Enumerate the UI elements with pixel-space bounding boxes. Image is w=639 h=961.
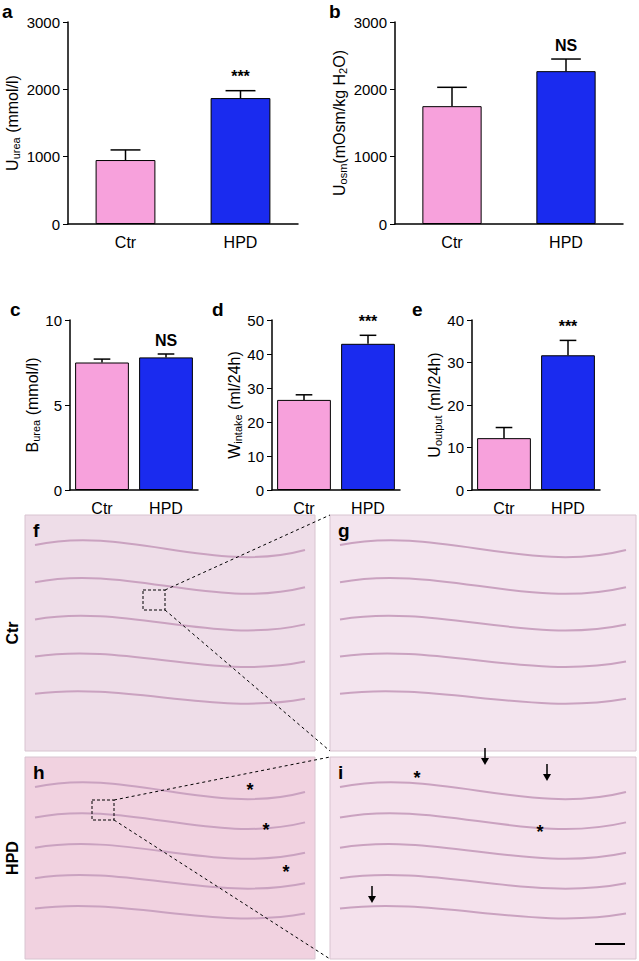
svg-text:g: g	[338, 520, 350, 541]
svg-text:HPD: HPD	[351, 500, 385, 517]
svg-text:d: d	[212, 299, 224, 320]
svg-text:2000: 2000	[27, 81, 60, 98]
svg-text:HPD: HPD	[149, 500, 183, 517]
svg-text:a: a	[2, 1, 13, 22]
svg-text:2000: 2000	[354, 81, 387, 98]
svg-text:(ml/24h): (ml/24h)	[226, 351, 243, 414]
svg-text:5: 5	[54, 397, 62, 414]
svg-text:Ctr: Ctr	[91, 500, 113, 517]
svg-text:0: 0	[379, 216, 387, 233]
svg-text:0: 0	[52, 216, 60, 233]
svg-text:U: U	[4, 159, 21, 171]
svg-text:U: U	[331, 184, 348, 196]
svg-text:b: b	[329, 1, 341, 22]
svg-text:NS: NS	[555, 37, 578, 54]
svg-text:10: 10	[45, 312, 62, 329]
svg-text:0: 0	[54, 482, 62, 499]
svg-text:O): O)	[331, 50, 348, 68]
svg-text:40: 40	[247, 346, 264, 363]
svg-text:40: 40	[447, 312, 464, 329]
svg-text:U: U	[426, 446, 443, 458]
svg-text:osm: osm	[337, 164, 349, 185]
svg-text:1000: 1000	[27, 148, 60, 165]
svg-text:2: 2	[336, 67, 349, 74]
svg-text:(ml/24h): (ml/24h)	[426, 352, 443, 415]
svg-text:h: h	[33, 762, 45, 783]
svg-text:***: ***	[559, 318, 578, 335]
svg-text:Ctr: Ctr	[293, 500, 315, 517]
svg-text:e: e	[412, 299, 423, 320]
svg-text:HPD: HPD	[551, 500, 585, 517]
svg-text:(mOsm/kg H: (mOsm/kg H	[331, 74, 348, 164]
svg-text:*: *	[262, 820, 269, 840]
svg-text:intake: intake	[232, 414, 244, 443]
svg-text:*: *	[536, 822, 543, 842]
svg-text:0: 0	[456, 482, 464, 499]
svg-text:*: *	[413, 768, 420, 788]
svg-text:***: ***	[231, 68, 250, 85]
svg-text:Ctr: Ctr	[115, 234, 137, 251]
svg-text:HPD: HPD	[549, 234, 583, 251]
svg-text:1000: 1000	[354, 148, 387, 165]
svg-text:10: 10	[447, 439, 464, 456]
svg-text:W: W	[226, 443, 243, 459]
svg-text:NS: NS	[155, 332, 178, 349]
svg-text:i: i	[338, 762, 343, 783]
svg-text:50: 50	[247, 312, 264, 329]
svg-text:B: B	[24, 442, 41, 453]
svg-text:***: ***	[359, 313, 378, 330]
svg-text:urea: urea	[10, 136, 22, 159]
svg-text:urea: urea	[30, 419, 42, 442]
svg-text:*: *	[246, 780, 253, 800]
svg-text:HPD: HPD	[4, 841, 21, 875]
svg-text:0: 0	[256, 482, 264, 499]
svg-text:3000: 3000	[354, 14, 387, 31]
svg-text:*: *	[282, 862, 289, 882]
svg-text:c: c	[10, 299, 21, 320]
svg-text:Ctr: Ctr	[441, 234, 463, 251]
svg-text:output: output	[432, 415, 444, 446]
svg-text:20: 20	[447, 397, 464, 414]
svg-text:30: 30	[247, 380, 264, 397]
svg-text:Ctr: Ctr	[4, 621, 21, 644]
svg-text:HPD: HPD	[224, 234, 258, 251]
svg-text:3000: 3000	[27, 14, 60, 31]
svg-text:(mmol/l): (mmol/l)	[24, 358, 41, 420]
svg-text:(mmol/l): (mmol/l)	[4, 75, 21, 137]
svg-text:20: 20	[247, 414, 264, 431]
svg-text:f: f	[33, 520, 40, 541]
svg-text:10: 10	[247, 448, 264, 465]
svg-text:30: 30	[447, 354, 464, 371]
svg-text:Ctr: Ctr	[493, 500, 515, 517]
